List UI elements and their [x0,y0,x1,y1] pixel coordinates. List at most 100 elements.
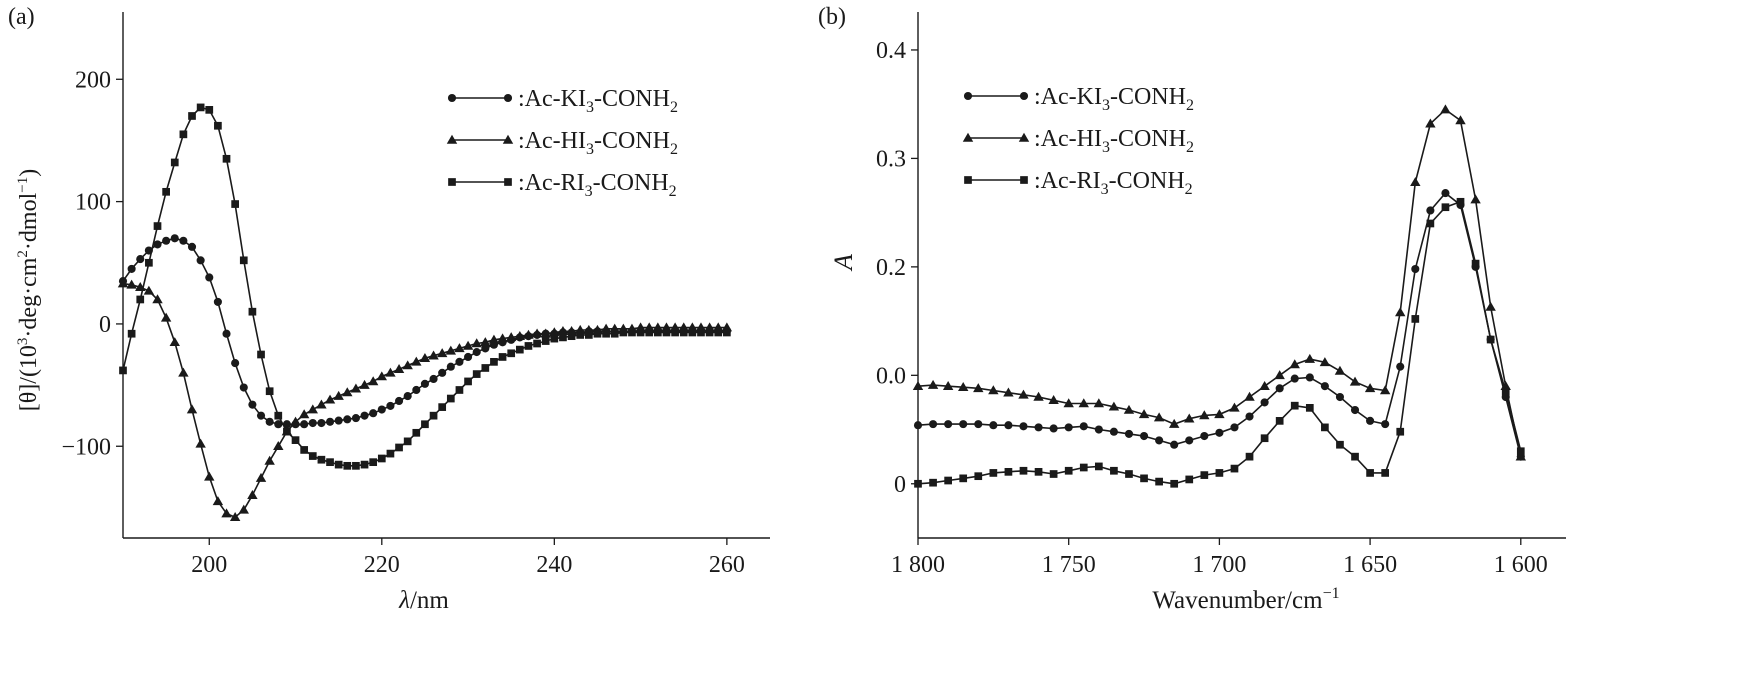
data-point [283,427,291,436]
data-point [1049,470,1058,478]
data-point [464,352,473,362]
legend-marker [502,134,514,144]
data-point [1170,440,1179,449]
data-point [438,403,447,411]
legend-label: :Ac-HI3-CONH2 [518,128,678,158]
data-point [222,329,231,338]
data-point [1153,412,1165,422]
series-circle [913,189,1525,461]
legend-marker [504,178,512,186]
data-point [1336,440,1344,449]
data-point [1049,424,1058,433]
data-point [170,158,179,167]
series-triangle [912,104,1526,461]
data-point [317,455,326,464]
data-point [1485,301,1496,311]
legend-marker [447,93,457,103]
legend-marker [1020,176,1028,184]
data-point [291,436,300,444]
data-point [1426,206,1435,215]
data-point [1034,423,1043,432]
data-point [1230,464,1239,473]
data-point [1500,380,1511,390]
data-point [1410,177,1421,187]
data-point [974,472,983,481]
data-point [333,390,344,400]
data-point [1214,409,1225,419]
x-tick-label: 1 650 [1343,552,1397,578]
data-point [1441,203,1450,212]
data-point [973,383,984,393]
data-point [255,472,267,482]
data-point [593,329,602,338]
data-point [524,342,533,350]
data-point [403,437,412,446]
data-point [212,496,224,506]
data-point [274,420,283,429]
data-point [455,386,464,394]
data-point [342,387,353,397]
data-point [127,329,136,338]
data-point [436,348,448,358]
data-point [1138,409,1150,419]
data-point [1245,412,1254,421]
data-point [326,458,334,467]
data-point [1379,385,1391,395]
data-point [498,353,507,361]
data-point [438,368,447,377]
data-point [186,404,198,414]
data-point [914,479,922,488]
data-point [1275,417,1284,425]
data-point [377,454,386,463]
data-point [1290,401,1299,410]
y-tick-label: 0.3 [876,146,906,172]
data-point [421,420,429,429]
legend-entry: :Ac-RI3-CONH2 [448,170,677,200]
panel-label: (a) [8,4,35,30]
data-point [428,350,439,360]
data-point [274,411,283,420]
data-point [196,103,205,112]
data-point [360,411,369,420]
x-tick-label: 1 600 [1494,552,1548,578]
data-point [152,294,163,304]
data-point [1155,436,1164,445]
data-point [119,366,127,375]
data-point [1063,398,1074,408]
data-point [300,446,309,454]
data-point [446,394,455,403]
data-point [959,420,968,429]
data-point [523,329,534,339]
data-point [1516,447,1525,456]
series-line [917,200,1522,485]
data-point [325,417,335,426]
data-point [403,392,412,401]
data-point [1078,398,1089,408]
data-point [515,345,524,354]
data-point [927,379,939,389]
data-point [1170,479,1179,488]
data-point [610,329,619,338]
data-point [231,359,240,368]
legend-label: :Ac-KI3-CONH2 [518,86,678,116]
data-point [1515,451,1526,461]
data-point [662,328,671,337]
data-point [1230,423,1239,432]
data-point [1260,398,1269,407]
data-point [1426,219,1435,228]
data-point [550,334,559,343]
legend-marker [446,134,458,144]
data-point [988,385,999,395]
data-point [213,297,222,306]
data-point [1033,391,1044,401]
data-point [505,332,517,342]
data-point [1364,383,1376,393]
data-point [471,338,482,348]
data-point [697,328,705,337]
legend-label: :Ac-HI3-CONH2 [1034,126,1194,156]
data-point [1229,402,1240,412]
panel-a-cd-spectrum: 200 220 240 260 200 100 0 −100 (a):Ac-KI3-CONH2:… [8,4,770,614]
legend-entry: :Ac-HI3-CONH2 [962,126,1194,156]
y-tick-label: 0.4 [876,38,906,64]
data-point [411,356,422,366]
